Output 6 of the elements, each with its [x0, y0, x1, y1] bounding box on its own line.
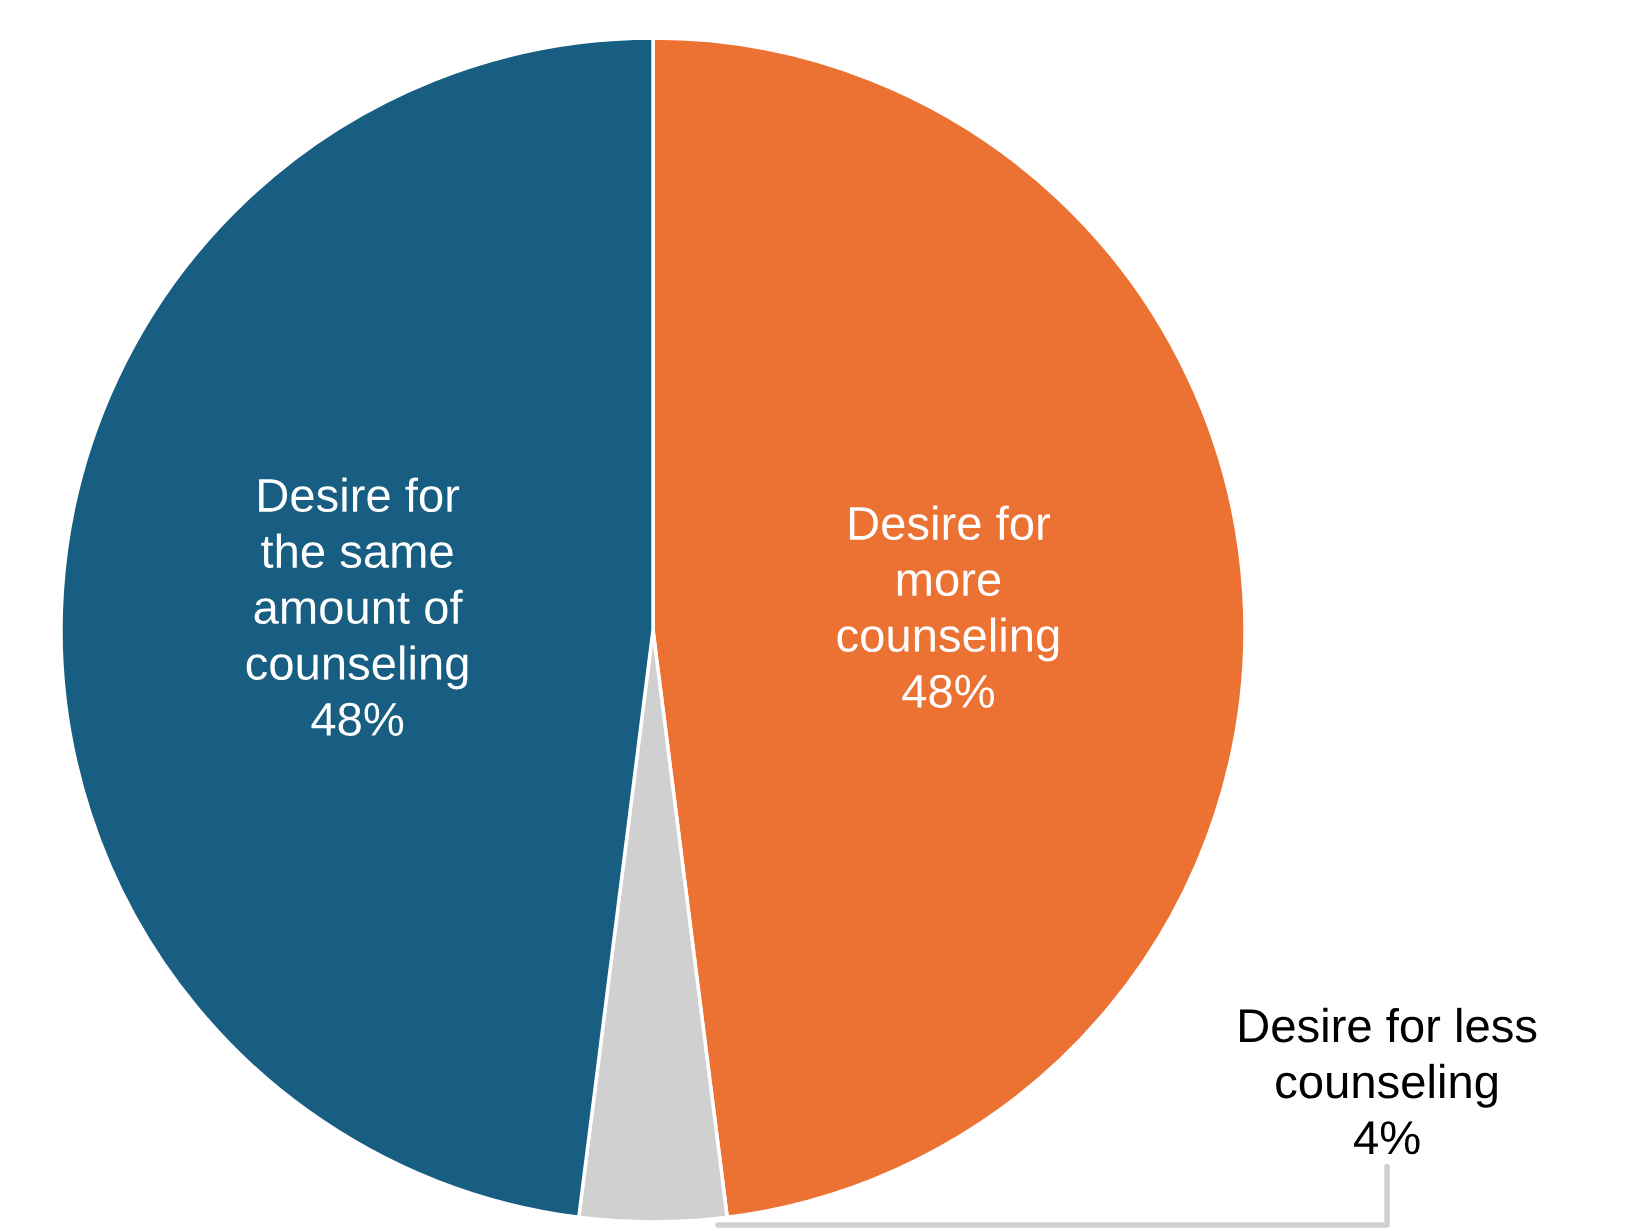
- data-label: 48%: [902, 674, 994, 709]
- data-label: 4%: [1354, 1121, 1420, 1155]
- slice-label: Desire for more counseling: [837, 505, 1059, 662]
- data-label: 48%: [311, 702, 404, 737]
- slice-label: Desire for less counseling: [1240, 1007, 1537, 1108]
- slice-label: Desire for the same amount of counseling: [246, 477, 468, 690]
